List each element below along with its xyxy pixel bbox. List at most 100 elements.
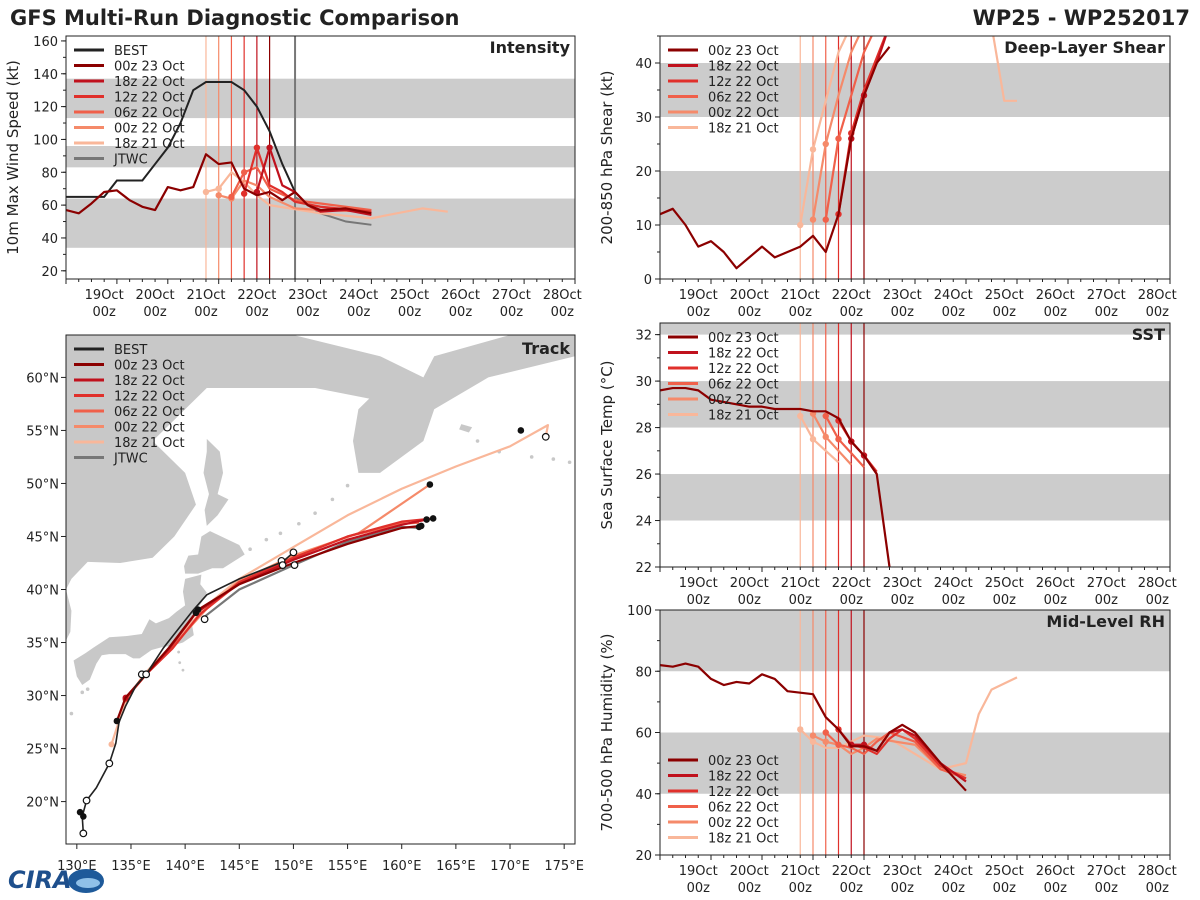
land-aleutian-3 (551, 457, 556, 461)
shear-legend-label-4: 00z 22 Oct (708, 106, 779, 121)
sst-hour-label-2: 00z (789, 593, 813, 608)
rh-date-label-0: 19Oct (679, 864, 718, 879)
sst-hour-label-9: 00z (1146, 593, 1170, 608)
shear-date-label-5: 24Oct (934, 288, 973, 303)
land-kuril-5 (330, 497, 335, 502)
rh-hour-label-7: 00z (1044, 881, 1068, 896)
rh-hour-label-6: 00z (993, 881, 1017, 896)
intensity-date-label-8: 27Oct (492, 288, 531, 303)
land-korea (66, 589, 72, 641)
sst-hour-label-8: 00z (1095, 593, 1119, 608)
track-ytick-label-5: 45°N (26, 530, 59, 545)
intensity-series-5-dot-1 (215, 185, 222, 192)
track-legend-label-2: 18z 22 Oct (114, 374, 185, 389)
shear-ytick-label-4: 40 (635, 57, 652, 72)
rh-date-label-9: 28Oct (1138, 864, 1177, 879)
intensity-ytick-label-4: 100 (33, 133, 58, 148)
land-kuril-6 (345, 483, 350, 488)
track-marker-open-7 (289, 548, 298, 557)
track-marker-open-8 (290, 561, 299, 570)
shear-band-0 (660, 171, 1170, 225)
track-panel: 130°E 135°E 140°E 145°E 150°E 155°E 160°E 165°E… (26, 334, 584, 874)
intensity-hour-label-5: 00z (347, 305, 371, 320)
sst-series-0 (660, 386, 891, 567)
land-izu-2 (181, 668, 185, 672)
rh-date-label-1: 20Oct (730, 864, 769, 879)
land-aleutian-0 (475, 439, 480, 443)
sst-band-0 (660, 474, 1170, 521)
shear-series-0 (660, 46, 891, 270)
track-legend-label-0: BEST (114, 343, 147, 358)
shear-series-3-dot-1 (835, 135, 842, 142)
rh-date-label-3: 22Oct (832, 864, 871, 879)
intensity-legend-label-1: 00z 23 Oct (114, 60, 185, 75)
track-ytick-label-8: 60°N (26, 371, 59, 386)
sst-legend-label-3: 06z 22 Oct (708, 378, 779, 393)
intensity-series-5-dot-0 (202, 188, 210, 196)
shear-legend-label-0: 00z 23 Oct (708, 44, 779, 59)
shear-hour-label-1: 00z (738, 305, 762, 320)
land-ryukyu-2 (69, 711, 74, 716)
rh-hour-label-0: 00z (687, 881, 711, 896)
shear-series-4-dot-1 (822, 140, 829, 148)
intensity-ytick-label-7: 160 (33, 35, 58, 50)
shear-date-label-9: 28Oct (1138, 288, 1177, 303)
sst-hour-label-6: 00z (993, 593, 1017, 608)
intensity-series-1-dot-1 (266, 144, 273, 151)
track-plot-area (59, 335, 575, 844)
sst-ylabel: Sea Surface Temp (°C) (598, 360, 616, 529)
shear-hour-label-3: 00z (840, 305, 864, 320)
sst-series-3-dot-0 (822, 412, 829, 420)
intensity-ytick-label-0: 20 (41, 265, 58, 280)
intensity-date-label-1: 20Oct (136, 288, 175, 303)
intensity-hour-label-2: 00z (194, 305, 218, 320)
land-izu-0 (177, 650, 181, 654)
land-hokkaido (184, 531, 245, 574)
intensity-series-2-dot-0 (240, 190, 248, 197)
land-ryukyu-1 (59, 720, 63, 724)
sst-date-label-3: 22Oct (832, 576, 871, 591)
track-xtick-label-4: 150°E (274, 859, 314, 874)
shear-series-4 (811, 36, 861, 220)
track-marker-filled-8 (113, 717, 121, 725)
sst-date-label-5: 24Oct (934, 576, 973, 591)
intensity-legend-label-0: BEST (114, 44, 147, 59)
intensity-band-2 (66, 78, 575, 119)
track-legend-label-5: 00z 22 Oct (114, 421, 185, 436)
intensity-series-3-dot-0 (228, 193, 235, 201)
rh-plot-area (660, 610, 1170, 855)
intensity-band-1 (66, 146, 575, 168)
cira-logo: CIRA (6, 866, 106, 896)
shear-hour-label-8: 00z (1095, 305, 1119, 320)
track-marker-filled-10 (76, 808, 84, 816)
rh-ytick-label-0: 20 (635, 849, 652, 864)
rh-ytick-label-2: 60 (635, 727, 652, 742)
land-kuril-1 (264, 537, 269, 542)
track-best-line (81, 551, 294, 834)
track-marker-filled-1 (423, 516, 430, 523)
track-legend-label-4: 06z 22 Oct (114, 405, 185, 420)
shear-hour-label-5: 00z (942, 305, 966, 320)
shear-ytick-label-0: 0 (644, 273, 652, 288)
shear-series-4-dot-0 (809, 216, 817, 223)
track-xtick-label-7: 165°E (436, 859, 476, 874)
sst-hour-label-7: 00z (1044, 593, 1068, 608)
sst-series-4 (812, 413, 853, 466)
intensity-hour-label-9: 00z (551, 305, 575, 320)
sst-ytick-label-5: 32 (635, 329, 652, 344)
track-marker-open-9 (541, 432, 550, 441)
intensity-hour-label-0: 00z (92, 305, 116, 320)
rh-date-label-4: 23Oct (883, 864, 922, 879)
shear-legend-label-3: 06z 22 Oct (708, 91, 779, 106)
storm-id: WP25 - WP252017 (972, 6, 1190, 30)
shear-series-5 (799, 36, 1017, 226)
intensity-title: Intensity (490, 38, 571, 57)
shear-ylabel: 200-850 hPa Shear (kt) (598, 71, 616, 245)
sst-date-label-7: 26Oct (1036, 576, 1075, 591)
intensity-series-0 (66, 153, 372, 215)
rh-hour-label-1: 00z (738, 881, 762, 896)
sst-hour-label-0: 00z (687, 593, 711, 608)
intensity-date-label-0: 19Oct (85, 288, 124, 303)
rh-hour-label-8: 00z (1095, 881, 1119, 896)
rh-ytick-label-4: 100 (627, 604, 652, 619)
